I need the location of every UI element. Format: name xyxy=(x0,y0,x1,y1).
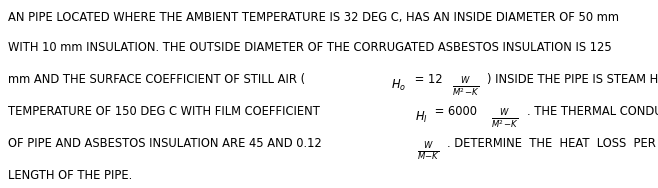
Text: LENGTH OF THE PIPE.: LENGTH OF THE PIPE. xyxy=(8,169,132,182)
Text: . THE THERMAL CONDUCTIVITY: . THE THERMAL CONDUCTIVITY xyxy=(526,105,658,118)
Text: $\frac{W}{M\!-\!K}$: $\frac{W}{M\!-\!K}$ xyxy=(417,140,441,162)
Text: $\frac{W}{M^2\!-\!K}$: $\frac{W}{M^2\!-\!K}$ xyxy=(491,108,519,131)
Text: $H_I$: $H_I$ xyxy=(415,110,428,125)
Text: mm AND THE SURFACE COEFFICIENT OF STILL AIR (: mm AND THE SURFACE COEFFICIENT OF STILL … xyxy=(8,73,305,86)
Text: = 6000: = 6000 xyxy=(432,105,478,118)
Text: AN PIPE LOCATED WHERE THE AMBIENT TEMPERATURE IS 32 DEG C, HAS AN INSIDE DIAMETE: AN PIPE LOCATED WHERE THE AMBIENT TEMPER… xyxy=(8,11,619,24)
Text: OF PIPE AND ASBESTOS INSULATION ARE 45 AND 0.12: OF PIPE AND ASBESTOS INSULATION ARE 45 A… xyxy=(8,137,325,150)
Text: $H_o$: $H_o$ xyxy=(392,77,407,93)
Text: . DETERMINE  THE  HEAT  LOSS  PER  UNIT: . DETERMINE THE HEAT LOSS PER UNIT xyxy=(447,137,658,150)
Text: TEMPERATURE OF 150 DEG C WITH FILM COEFFICIENT: TEMPERATURE OF 150 DEG C WITH FILM COEFF… xyxy=(8,105,323,118)
Text: ) INSIDE THE PIPE IS STEAM HAVING A: ) INSIDE THE PIPE IS STEAM HAVING A xyxy=(488,73,658,86)
Text: = 12: = 12 xyxy=(411,73,442,86)
Text: WITH 10 mm INSULATION. THE OUTSIDE DIAMETER OF THE CORRUGATED ASBESTOS INSULATIO: WITH 10 mm INSULATION. THE OUTSIDE DIAME… xyxy=(8,41,612,54)
Text: $\frac{W}{M^2\!-\!K}$: $\frac{W}{M^2\!-\!K}$ xyxy=(451,76,480,99)
